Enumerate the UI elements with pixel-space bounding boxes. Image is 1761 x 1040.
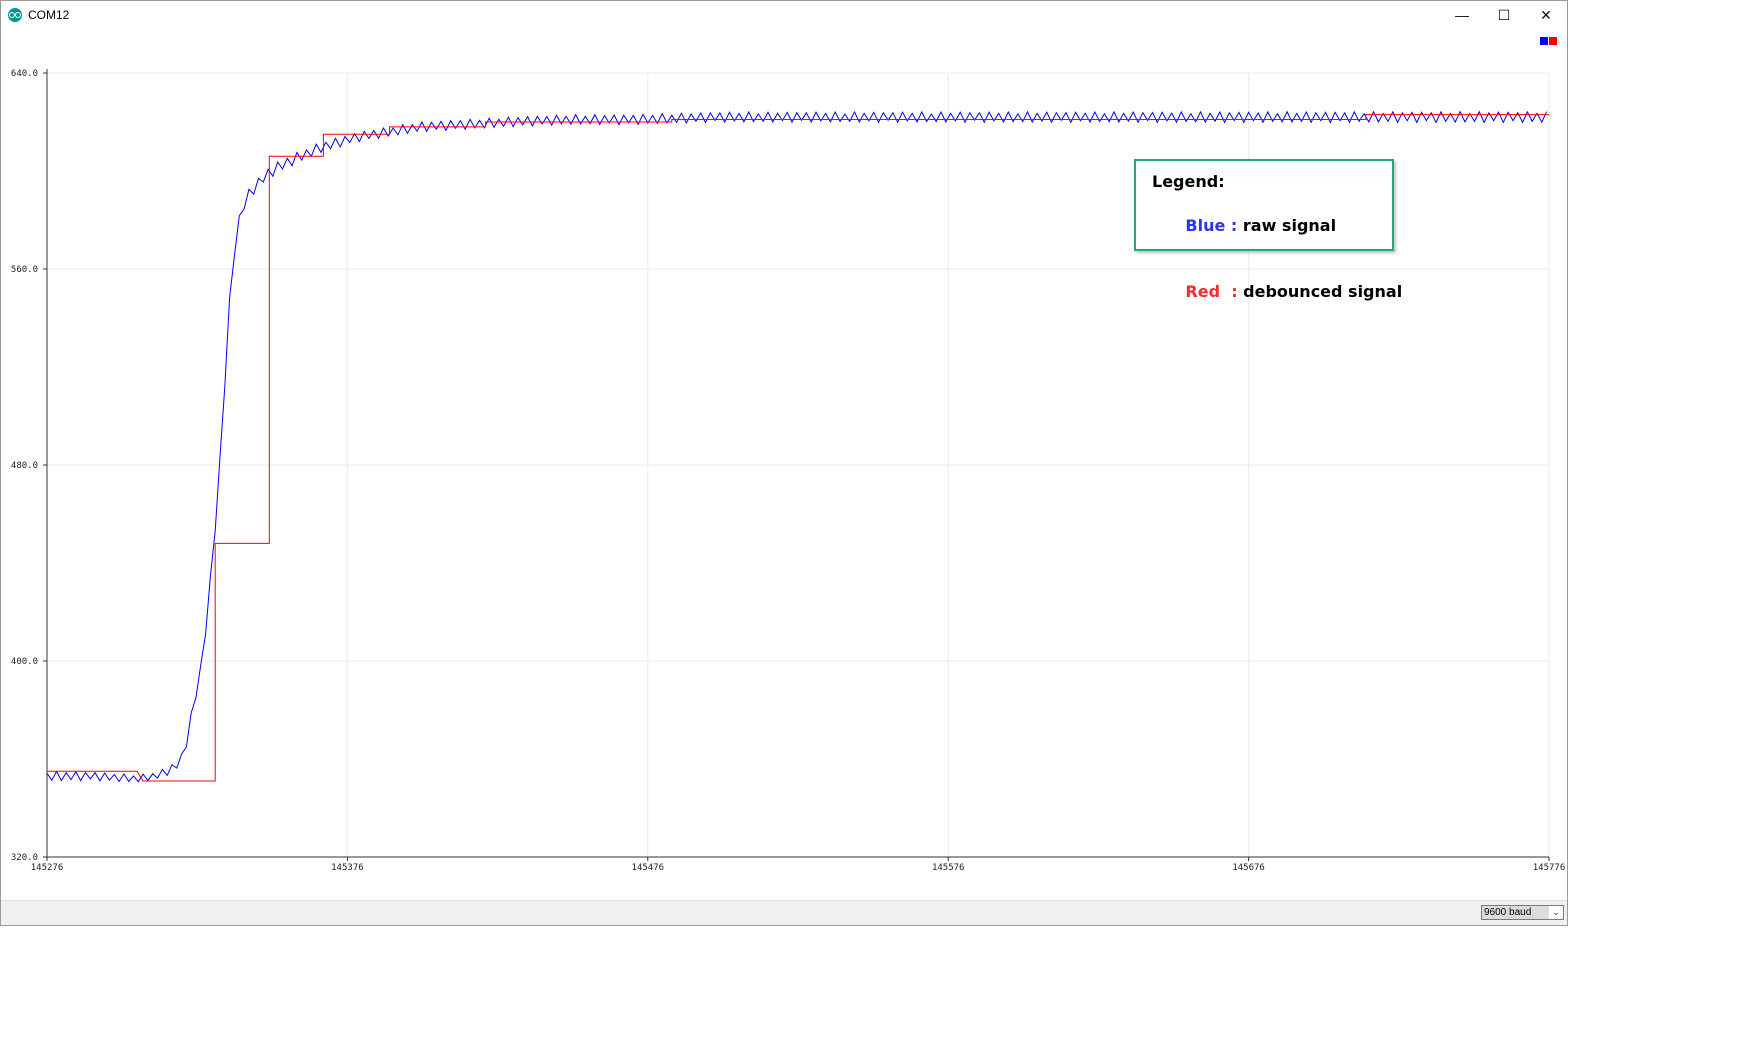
- window-controls: — ☐ ✕: [1441, 1, 1567, 29]
- legend-desc-raw: raw signal: [1242, 216, 1337, 235]
- window-title: COM12: [28, 8, 70, 22]
- legend-title: Legend:: [1152, 172, 1225, 191]
- x-tick-label: 145576: [932, 863, 965, 873]
- y-tick-label: 640.0: [11, 69, 38, 79]
- y-tick-label: 400.0: [11, 657, 38, 667]
- legend-key-blue: Blue :: [1185, 216, 1243, 235]
- y-tick-label: 480.0: [11, 461, 38, 471]
- series-color-indicators: [1540, 37, 1557, 45]
- x-tick-label: 145776: [1533, 863, 1566, 873]
- chevron-down-icon[interactable]: ⌄: [1552, 907, 1560, 917]
- raw-signal-line: [46, 110, 1548, 783]
- debounced-signal-line: [47, 114, 1549, 782]
- title-bar[interactable]: COM12 — ☐ ✕: [1, 1, 1567, 29]
- arduino-icon: [8, 8, 22, 22]
- series-swatch-red: [1549, 37, 1557, 45]
- legend-box: Legend: Blue : raw signal Red : debounce…: [1134, 159, 1402, 301]
- baud-rate-value: 9600 baud: [1482, 906, 1549, 919]
- legend-row-debounced: Red : debounced signal: [1152, 259, 1402, 325]
- legend-desc-debounced: debounced signal: [1243, 282, 1403, 301]
- baud-rate-select[interactable]: 9600 baud ⌄: [1481, 905, 1564, 920]
- x-tick-label: 145376: [331, 863, 364, 873]
- x-tick-label: 145276: [31, 863, 64, 873]
- x-tick-label: 145676: [1232, 863, 1265, 873]
- minimize-button[interactable]: —: [1455, 7, 1469, 23]
- serial-plotter-window: COM12 — ☐ ✕ 320.0 400.0 480.0 560.0 640.0 145…: [0, 0, 1568, 926]
- x-tick-label: 145476: [632, 863, 665, 873]
- series-swatch-blue: [1540, 37, 1548, 45]
- plot-area: 320.0 400.0 480.0 560.0 640.0 145276 145376 145…: [11, 69, 1565, 873]
- axes: [46, 69, 1549, 858]
- status-bar: 9600 baud ⌄: [1, 900, 1567, 925]
- tick-labels: 320.0 400.0 480.0 560.0 640.0 145276 145376 145…: [11, 69, 1565, 873]
- legend-key-red: Red :: [1185, 282, 1244, 301]
- y-tick-label: 560.0: [11, 265, 38, 275]
- y-tick-label: 320.0: [11, 853, 38, 863]
- legend-row-raw: Blue : raw signal: [1152, 193, 1392, 259]
- close-button[interactable]: ✕: [1540, 6, 1552, 23]
- maximize-button[interactable]: ☐: [1497, 6, 1511, 23]
- series-lines: [46, 110, 1549, 783]
